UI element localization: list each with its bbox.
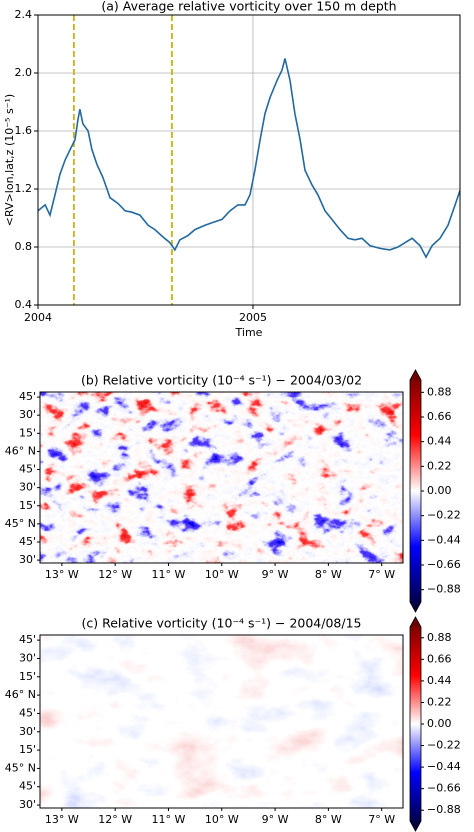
colorbar-outline: [409, 616, 422, 832]
y-tick-label: 1.6: [15, 124, 33, 137]
x-tick-label: 13° W: [45, 813, 79, 826]
x-tick-label: 11° W: [152, 813, 186, 826]
colorbar-tick-label: −0.22: [427, 509, 461, 522]
colorbar-tick-label: −0.44: [427, 760, 461, 773]
y-tick-label: 15': [19, 426, 36, 439]
y-tick-label: 30': [19, 651, 36, 664]
x-tick-label: 9° W: [262, 568, 289, 581]
y-tick-label: 45': [19, 780, 36, 793]
x-tick-label: 8° W: [315, 813, 342, 826]
colorbar-tick-label: 0.00: [427, 484, 452, 497]
y-tick-label: 15': [19, 499, 36, 512]
colorbar: [410, 380, 421, 602]
chart-title: (c) Relative vorticity (10⁻⁴ s⁻¹) − 2004…: [82, 616, 362, 631]
x-tick-label: 2004: [24, 311, 52, 324]
x-tick-label: 10° W: [205, 568, 239, 581]
x-tick-label: 7° W: [368, 568, 395, 581]
y-tick-label: 45° N: [5, 761, 36, 774]
y-tick-label: 15': [19, 670, 36, 683]
colorbar-tick-label: 0.44: [427, 674, 452, 687]
y-tick-label: 45': [19, 706, 36, 719]
colorbar-tick-label: 0.66: [427, 652, 452, 665]
y-tick-label: 2.0: [15, 66, 33, 79]
y-tick-label: 46° N: [5, 688, 36, 701]
y-tick-label: 0.8: [15, 240, 33, 253]
colorbar-extend-bottom: [410, 821, 421, 831]
field-image: [40, 392, 403, 563]
colorbar-tick-label: 0.44: [427, 435, 452, 448]
y-tick-label: 46° N: [5, 444, 36, 457]
y-tick-label: 45° N: [5, 517, 36, 530]
y-tick-label: 30': [19, 553, 36, 566]
y-tick-label: 2.4: [15, 8, 33, 21]
y-tick-label: 0.4: [15, 298, 33, 311]
y-tick-label: 45': [19, 633, 36, 646]
colorbar-tick-label: 0.22: [427, 459, 452, 472]
colorbar-extend-top: [410, 617, 421, 627]
x-tick-label: 7° W: [368, 813, 395, 826]
y-tick-label: 45': [19, 463, 36, 476]
colorbar-outline: [409, 369, 422, 613]
x-axis-label: Time: [235, 326, 263, 339]
y-tick-label: 45': [19, 390, 36, 403]
colorbar-tick-label: 0.88: [427, 385, 452, 398]
x-tick-label: 13° W: [45, 568, 79, 581]
colorbar-tick-label: −0.22: [427, 739, 461, 752]
x-tick-label: 12° W: [98, 813, 132, 826]
field-image: [40, 635, 403, 808]
y-tick-label: 30': [19, 798, 36, 811]
x-tick-label: 2005: [239, 311, 267, 324]
colorbar-tick-label: 0.22: [427, 695, 452, 708]
y-axis-label: <RV>lon,lat,z (10⁻⁵ s⁻¹): [3, 94, 16, 226]
y-tick-label: 45': [19, 535, 36, 548]
colorbar: [410, 627, 421, 821]
colorbar-tick-label: 0.88: [427, 631, 452, 644]
y-tick-label: 1.2: [15, 182, 33, 195]
colorbar-tick-label: 0.66: [427, 410, 452, 423]
colorbar-tick-label: −0.66: [427, 558, 461, 571]
series-line: [37, 58, 461, 259]
y-tick-label: 30': [19, 408, 36, 421]
colorbar-tick-label: −0.66: [427, 782, 461, 795]
colorbar-extend-bottom: [410, 602, 421, 612]
y-tick-label: 30': [19, 481, 36, 494]
colorbar-extend-top: [410, 370, 421, 380]
chart-title: (a) Average relative vorticity over 150 …: [101, 0, 396, 14]
x-tick-label: 9° W: [262, 813, 289, 826]
y-tick-label: 30': [19, 725, 36, 738]
y-tick-label: 15': [19, 743, 36, 756]
x-tick-label: 11° W: [152, 568, 186, 581]
x-tick-label: 8° W: [315, 568, 342, 581]
plot-frame: [37, 14, 461, 306]
x-tick-label: 12° W: [98, 568, 132, 581]
chart-title: (b) Relative vorticity (10⁻⁴ s⁻¹) − 2004…: [81, 373, 362, 388]
colorbar-tick-label: −0.88: [427, 803, 461, 816]
x-tick-label: 10° W: [205, 813, 239, 826]
colorbar-tick-label: 0.00: [427, 717, 452, 730]
colorbar-tick-label: −0.88: [427, 583, 461, 596]
colorbar-tick-label: −0.44: [427, 533, 461, 546]
